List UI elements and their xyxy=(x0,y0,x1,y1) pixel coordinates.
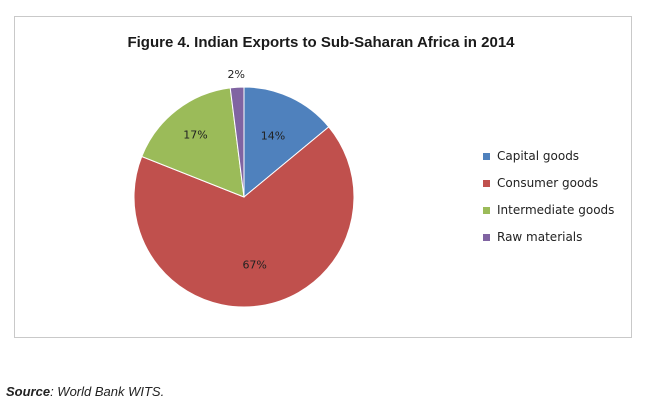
slice-label-capital-goods: 14% xyxy=(261,129,285,142)
slice-label-intermediate-goods: 17% xyxy=(183,128,207,141)
chart-frame: Figure 4. Indian Exports to Sub-Saharan … xyxy=(14,16,632,338)
source-note: Source: World Bank WITS. xyxy=(6,384,164,399)
pie-slice-intermediate-goods xyxy=(141,87,245,198)
legend-swatch-consumer-goods xyxy=(483,180,490,187)
legend-label-intermediate-goods: Intermediate goods xyxy=(497,203,614,217)
pie-chart: Figure 4. Indian Exports to Sub-Saharan … xyxy=(127,34,614,308)
pie-slice-capital-goods xyxy=(243,86,330,199)
legend-label-consumer-goods: Consumer goods xyxy=(497,176,598,190)
chart-title: Figure 4. Indian Exports to Sub-Saharan … xyxy=(127,34,515,51)
legend-swatch-capital-goods xyxy=(483,153,490,160)
source-key: Source xyxy=(6,384,51,399)
legend-swatch-intermediate-goods xyxy=(483,207,490,214)
legend: Capital goods Consumer goods Intermediate … xyxy=(483,149,614,244)
pie-slice-labels: 14% 67% 17% 2% xyxy=(183,68,285,271)
slice-label-consumer-goods: 67% xyxy=(242,258,266,271)
pie-slice-consumer-goods xyxy=(133,126,355,308)
legend-label-raw-materials: Raw materials xyxy=(497,230,582,244)
slice-label-raw-materials: 2% xyxy=(228,68,245,81)
legend-swatch-raw-materials xyxy=(483,234,490,241)
pie-slice-raw-materials xyxy=(229,86,245,198)
pie-slices xyxy=(133,86,355,308)
source-text: : World Bank WITS. xyxy=(50,384,165,399)
legend-label-capital-goods: Capital goods xyxy=(497,149,579,163)
